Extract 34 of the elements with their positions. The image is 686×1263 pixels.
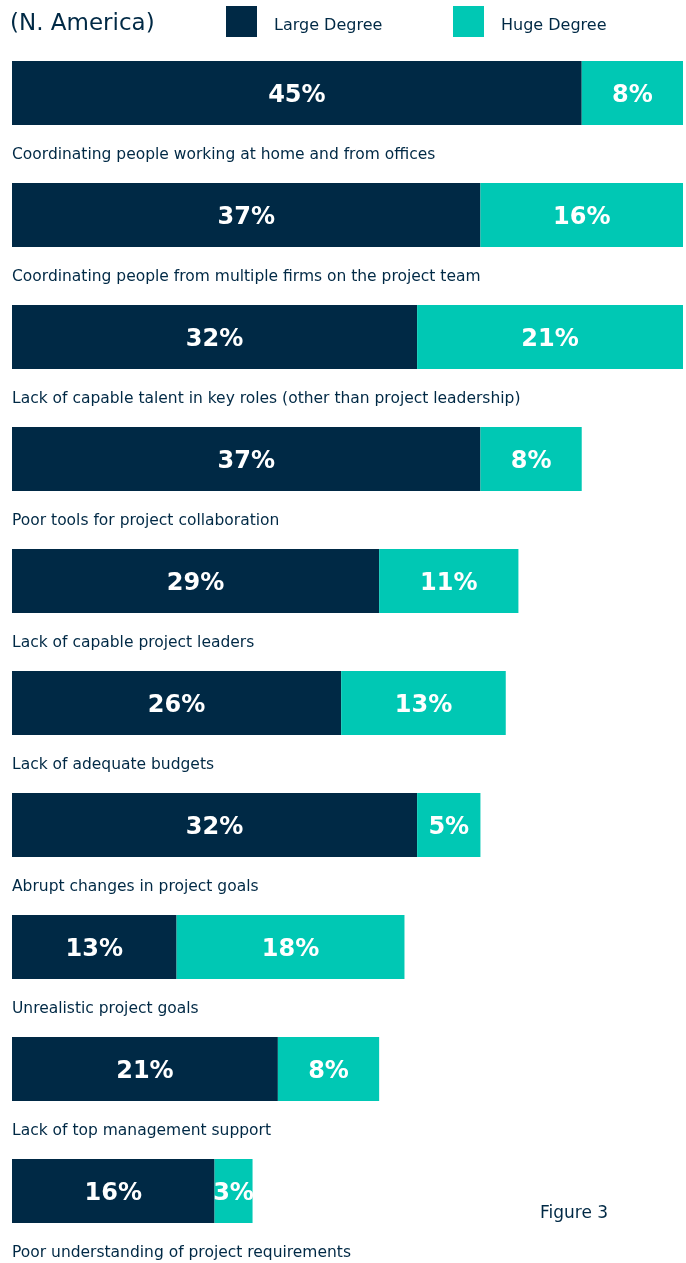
data-label: 8% <box>308 1056 349 1084</box>
data-label: 13% <box>65 934 124 962</box>
y-tick-label: Poor understanding of project requirements <box>12 1243 351 1261</box>
y-tick-label: Abrupt changes in project goals <box>12 877 259 895</box>
y-tick-label: Lack of capable project leaders <box>12 633 255 651</box>
data-label: 45% <box>268 80 326 108</box>
data-label: 16% <box>84 1178 143 1206</box>
legend-label: Huge Degree <box>501 15 607 34</box>
data-label: 3% <box>213 1178 254 1206</box>
data-label: 21% <box>116 1056 174 1084</box>
data-label: 32% <box>185 324 244 352</box>
data-label: 37% <box>217 202 275 230</box>
data-label: 32% <box>185 812 244 840</box>
data-label: 26% <box>147 690 206 718</box>
data-label: 16% <box>552 202 611 230</box>
data-label: 11% <box>420 568 478 596</box>
y-tick-label: Lack of top management support <box>12 1121 272 1139</box>
data-label: 13% <box>394 690 453 718</box>
legend-label: Large Degree <box>274 15 383 34</box>
y-tick-label: Coordinating people working at home and from offices <box>12 145 436 163</box>
data-label: 37% <box>217 446 275 474</box>
y-tick-label: Lack of adequate budgets <box>12 755 215 773</box>
annotation: Figure 3 <box>540 1202 609 1222</box>
chart-title: (N. America) <box>10 9 155 35</box>
data-label: 18% <box>261 934 320 962</box>
data-label: 8% <box>611 80 653 108</box>
data-label: 21% <box>521 324 579 352</box>
data-label: 5% <box>428 812 470 840</box>
data-label: 8% <box>510 446 552 474</box>
y-tick-label: Lack of capable talent in key roles (other than project leadership) <box>12 389 521 407</box>
y-tick-label: Unrealistic project goals <box>12 999 199 1017</box>
y-tick-label: Poor tools for project collaboration <box>12 511 280 529</box>
y-tick-label: Coordinating people from multiple firms on the project team <box>12 267 481 285</box>
data-label: 29% <box>166 568 225 596</box>
